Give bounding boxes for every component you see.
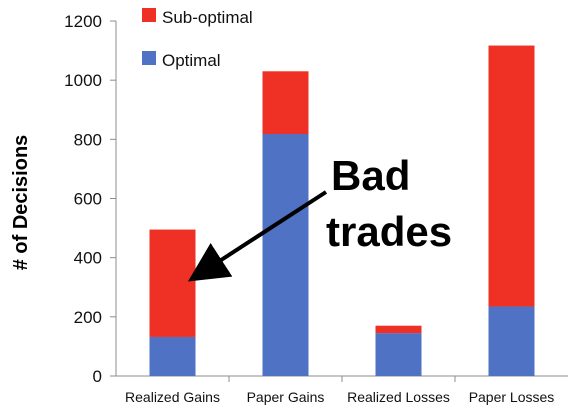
annotation-arrow (187, 190, 328, 282)
bar-optimal-paper-losses (488, 306, 535, 376)
y-tick-label: 400 (74, 249, 102, 268)
legend: Sub-optimal Optimal (142, 8, 253, 70)
bar-sub-optimal-realized-gains (149, 229, 196, 337)
y-axis-label: # of Decisions (10, 135, 32, 271)
legend-label-optimal: Optimal (162, 51, 221, 70)
bar-sub-optimal-paper-gains (262, 71, 309, 135)
y-tick-label: 600 (74, 190, 102, 209)
bar-sub-optimal-realized-losses (375, 325, 422, 334)
x-tick-label: Paper Losses (469, 389, 555, 405)
x-tick-label: Paper Gains (247, 389, 325, 405)
y-tick-labels: 0 200 400 600 800 1000 1200 (64, 12, 102, 386)
y-tick-label: 800 (74, 130, 102, 149)
legend-label-sub-optimal: Sub-optimal (162, 8, 253, 27)
y-tick-label: 1000 (64, 71, 102, 90)
annotation-line-2: trades (326, 208, 452, 255)
annotation-line-1: Bad (331, 152, 410, 199)
bar-optimal-realized-gains (149, 336, 196, 376)
bar-optimal-paper-gains (262, 134, 309, 376)
legend-swatch-sub-optimal (142, 8, 156, 22)
bar-sub-optimal-paper-losses (488, 45, 535, 307)
y-tick-label: 200 (74, 308, 102, 327)
legend-swatch-optimal (142, 51, 156, 65)
x-tick-label: Realized Losses (347, 389, 450, 405)
bar-optimal-realized-losses (375, 333, 422, 376)
y-tick-label: 0 (93, 367, 102, 386)
x-tick-label: Realized Gains (125, 389, 220, 405)
bars (149, 45, 535, 376)
y-tick-label: 1200 (64, 12, 102, 31)
annotation: Bad trades (187, 152, 452, 282)
x-tick-labels: Realized Gains Paper Gains Realized Losses… (125, 389, 554, 405)
